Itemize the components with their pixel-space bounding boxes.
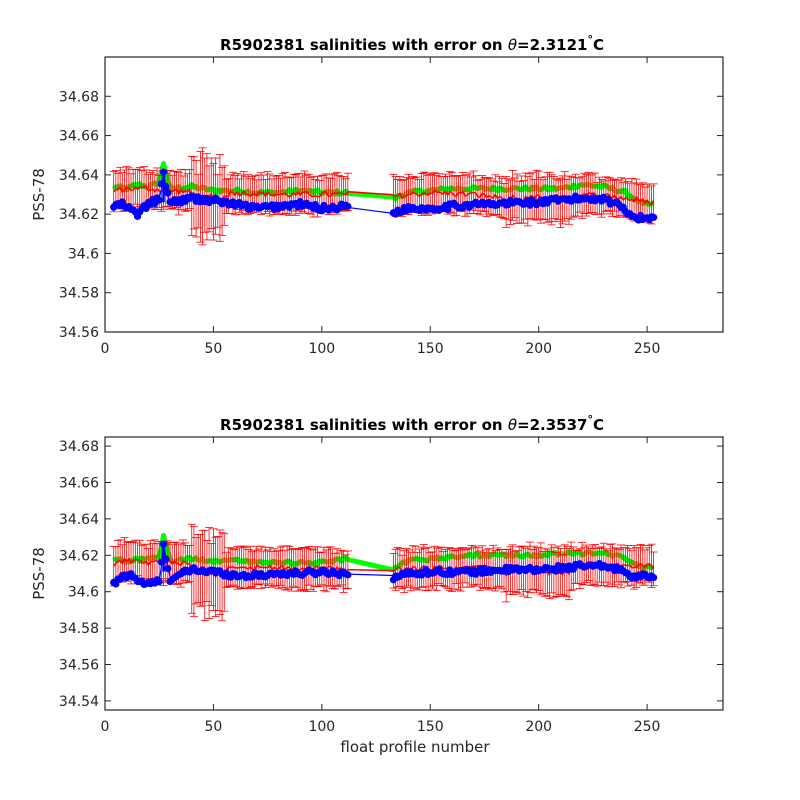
raw-point [159, 540, 168, 548]
y-axis-label: PSS-78 [30, 547, 48, 600]
x-tick-label: 0 [101, 341, 110, 357]
raw-point [650, 213, 658, 221]
raw-point [159, 168, 168, 176]
title-value: =2.3121 [517, 36, 587, 54]
x-tick-label: 50 [205, 719, 223, 735]
x-tick-label: 0 [101, 719, 110, 735]
raw-point [142, 204, 150, 213]
y-tick-label: 34.64 [59, 512, 99, 528]
title-text: R5902381 salinities with error on [220, 36, 508, 54]
y-tick-label: 34.6 [68, 585, 99, 601]
raw-point [344, 571, 352, 579]
y-tick-label: 34.54 [59, 694, 99, 710]
y-tick-label: 34.62 [59, 548, 99, 564]
axes-frame [104, 436, 724, 711]
x-tick-label: 50 [205, 341, 223, 357]
title-theta: θ [508, 36, 517, 54]
series-raw [110, 540, 658, 589]
raw-point [444, 205, 452, 214]
y-tick-label: 34.66 [59, 129, 99, 145]
x-tick-label: 200 [525, 719, 552, 735]
y-tick-label: 34.58 [59, 621, 99, 637]
raw-point [650, 573, 658, 582]
y-tick-label: 34.64 [59, 168, 99, 184]
title-text: R5902381 salinities with error on [220, 416, 508, 434]
y-tick-label: 34.68 [59, 89, 99, 105]
title-degree: ° [587, 33, 593, 46]
x-tick-label: 250 [634, 341, 661, 357]
x-tick-label: 250 [634, 719, 661, 735]
x-tick-label: 150 [417, 341, 444, 357]
subplot-1: 0 50 100 150 200 250 34.56 34.58 34.6 34.62 34.64 3… [30, 33, 724, 357]
x-axis-label: float profile number [340, 738, 490, 756]
title-unit: C [593, 36, 604, 54]
title-unit: C [593, 416, 604, 434]
chart-title: R5902381 salinities with error on θ=2.35… [220, 413, 604, 434]
y-axis-label: PSS-78 [30, 168, 48, 221]
y-tick-label: 34.6 [68, 246, 99, 262]
title-value: =2.3537 [517, 416, 587, 434]
axes-frame [104, 56, 724, 333]
raw-point [155, 578, 163, 586]
y-tick-label: 34.58 [59, 286, 99, 302]
y-tick-label: 34.66 [59, 476, 99, 492]
title-theta: θ [508, 416, 517, 434]
y-tick-label: 34.56 [59, 325, 99, 341]
x-tick-label: 100 [308, 719, 335, 735]
x-tick-label: 100 [308, 341, 335, 357]
axes: 0 50 100 150 200 250 34.54 34.56 34.58 34.6 34.62 3… [59, 436, 724, 735]
x-tick-label: 150 [417, 719, 444, 735]
raw-point [155, 196, 163, 204]
x-tick-label: 200 [525, 341, 552, 357]
raw-point [344, 202, 352, 211]
series-raw [110, 168, 658, 224]
y-tick-label: 34.56 [59, 658, 99, 674]
title-degree: ° [587, 413, 593, 426]
plot-area [105, 57, 723, 332]
raw-point [164, 189, 172, 197]
axes: 0 50 100 150 200 250 34.56 34.58 34.6 34.62 34.64 3… [59, 56, 724, 357]
raw-point [164, 564, 172, 573]
y-tick-label: 34.68 [59, 439, 99, 455]
chart-title: R5902381 salinities with error on θ=2.31… [220, 33, 604, 54]
y-tick-label: 34.62 [59, 207, 99, 223]
subplot-2: 0 50 100 150 200 250 34.54 34.56 34.58 34.6 34.62 3… [30, 413, 724, 756]
